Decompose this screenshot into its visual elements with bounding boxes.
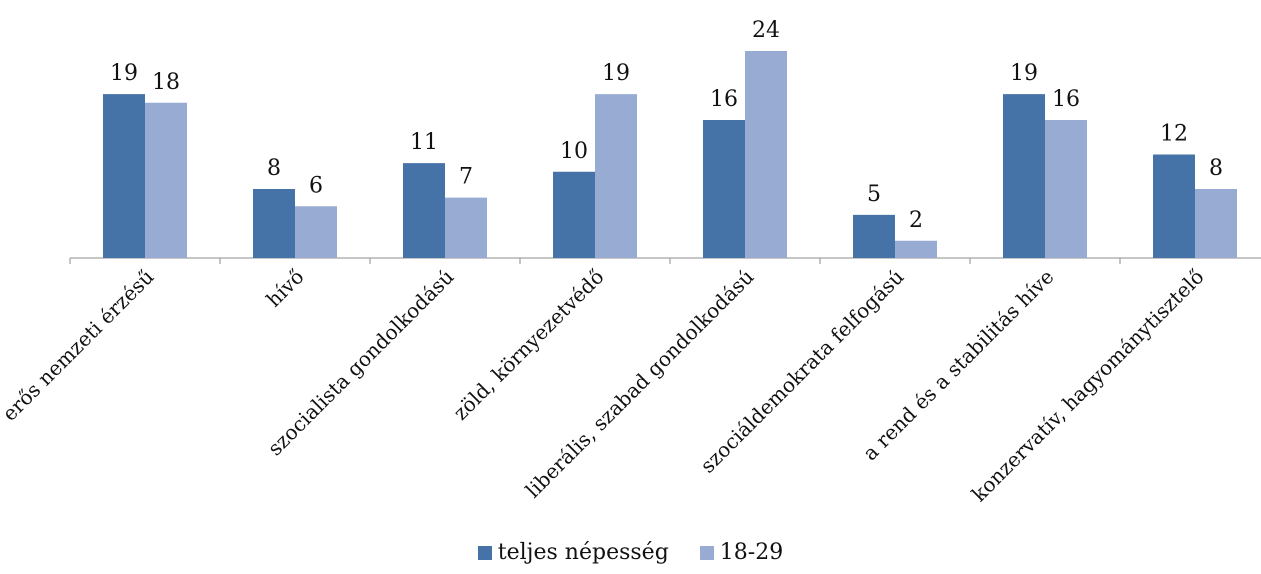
- bar-18-29: [595, 94, 637, 258]
- bar-total: [253, 189, 295, 258]
- data-label: 24: [752, 18, 780, 43]
- bar-18-29: [145, 102, 187, 258]
- legend-swatch-total: [477, 545, 492, 560]
- legend-label-18-29: 18-29: [719, 540, 784, 565]
- bar-18-29: [745, 51, 787, 258]
- legend-swatch-18-29: [699, 545, 714, 560]
- data-label: 10: [560, 139, 588, 164]
- bar-total: [1153, 154, 1195, 258]
- data-label: 19: [602, 61, 630, 86]
- bar-18-29: [295, 206, 337, 258]
- data-label: 19: [110, 61, 138, 86]
- category-label: zöld, környezetvédő: [448, 265, 608, 425]
- data-label: 16: [1052, 87, 1080, 112]
- category-label: erős nemzeti érzésű: [0, 264, 159, 425]
- bar-total: [403, 163, 445, 258]
- legend-item-18-29: 18-29: [699, 540, 784, 565]
- data-label: 19: [1010, 61, 1038, 86]
- legend-label-total: teljes népesség: [497, 540, 669, 565]
- data-label: 11: [410, 130, 438, 155]
- bar-total: [853, 214, 895, 258]
- data-label: 5: [867, 182, 881, 207]
- bar-18-29: [1195, 189, 1237, 258]
- legend-item-total: teljes népesség: [477, 540, 669, 565]
- bar-total: [553, 171, 595, 258]
- data-label: 16: [710, 87, 738, 112]
- data-label: 8: [1209, 156, 1223, 181]
- data-label: 7: [459, 165, 473, 190]
- data-label: 2: [909, 208, 923, 233]
- bar-18-29: [1045, 120, 1087, 258]
- bar-total: [103, 94, 145, 258]
- bar-total: [703, 120, 745, 258]
- data-label: 8: [267, 156, 281, 181]
- data-label: 18: [152, 70, 180, 95]
- bar-18-29: [445, 197, 487, 258]
- data-label: 12: [1160, 122, 1188, 147]
- category-label: hívő: [261, 265, 308, 312]
- category-label: konzervatív, hagyománytisztelő: [967, 265, 1209, 507]
- bar-18-29: [895, 240, 937, 258]
- bar-total: [1003, 94, 1045, 258]
- legend: teljes népesség 18-29: [0, 540, 1261, 566]
- data-label: 6: [309, 173, 323, 198]
